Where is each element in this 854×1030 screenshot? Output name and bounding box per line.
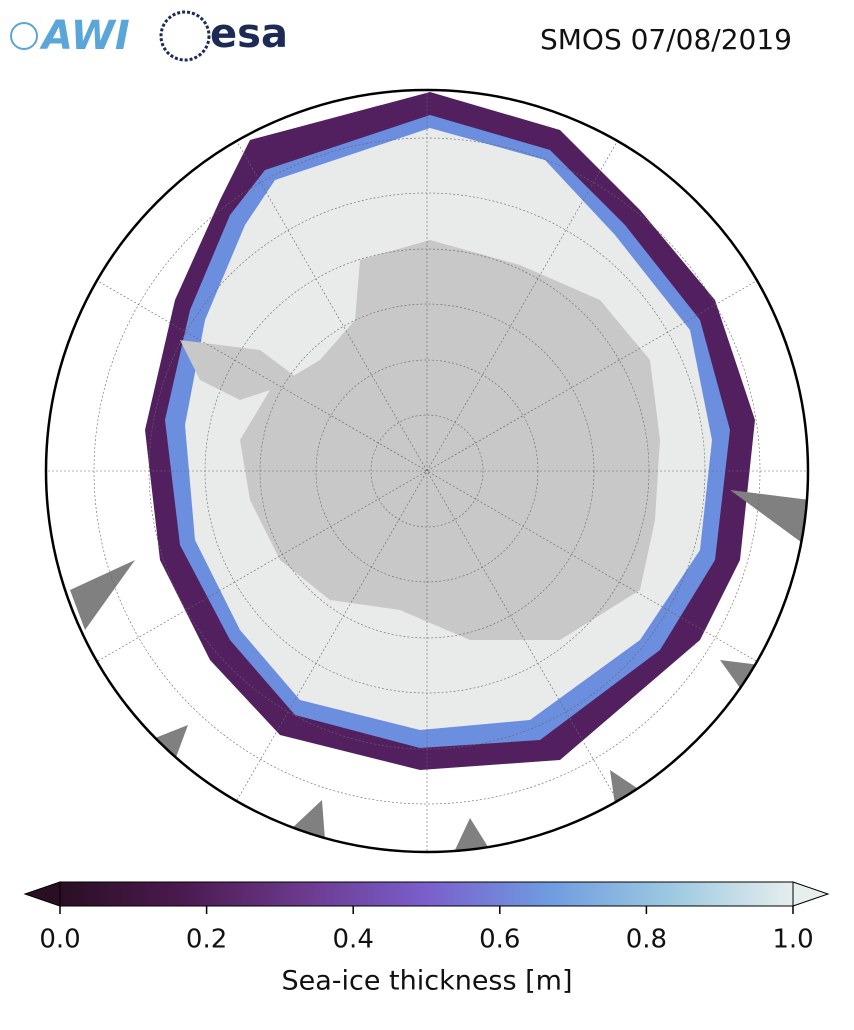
colorbar-gradient — [59, 881, 794, 907]
logo-awi: AWI — [10, 13, 130, 59]
tick-label: 0.0 — [39, 925, 80, 955]
tick-label: 0.4 — [333, 925, 374, 955]
colorbar-label: Sea-ice thickness [m] — [281, 966, 572, 997]
logo-text: AWI — [39, 13, 130, 59]
tick-label: 0.6 — [479, 925, 520, 955]
logo-esa: esa — [159, 10, 288, 62]
logo-text: esa — [210, 11, 288, 57]
tick-label: 0.8 — [626, 925, 667, 955]
tick-label: 0.2 — [186, 925, 227, 955]
colorbar — [23, 881, 830, 914]
tick-label: 1.0 — [772, 925, 813, 955]
title: SMOS 07/08/2019 — [540, 23, 792, 56]
map — [46, 90, 808, 852]
map-boundary — [44, 88, 810, 854]
